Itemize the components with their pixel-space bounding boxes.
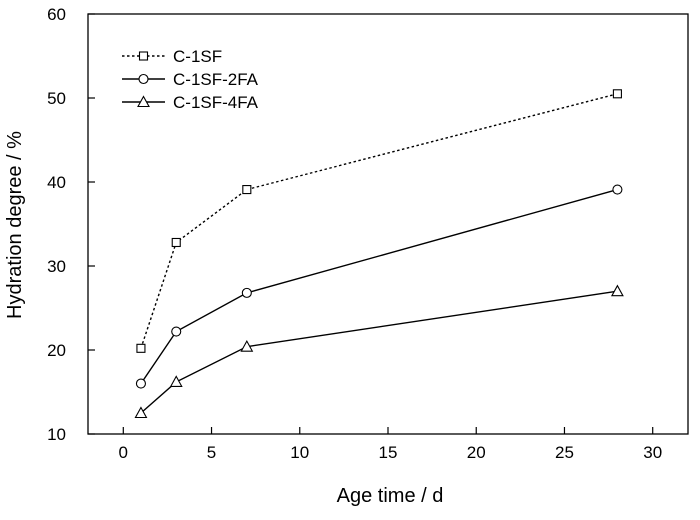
data-point-c-1sf bbox=[136, 343, 146, 353]
data-point-c-1sf-2fa bbox=[241, 287, 252, 298]
legend-marker bbox=[137, 95, 150, 108]
legend-item-c-1sf-4fa: C-1SF-4FA bbox=[122, 93, 259, 112]
data-point-c-1sf-2fa bbox=[171, 326, 182, 337]
series-line-c-1sf-4fa bbox=[140, 290, 618, 414]
data-point-c-1sf bbox=[171, 237, 181, 248]
y-tick-label: 50 bbox=[47, 89, 66, 108]
data-point-c-1sf-2fa bbox=[135, 378, 146, 389]
series-c-1sf-4fa bbox=[134, 284, 624, 419]
data-point-c-1sf-4fa bbox=[134, 406, 148, 419]
legend-label: C-1SF-4FA bbox=[173, 93, 259, 112]
x-tick-label: 5 bbox=[207, 443, 216, 462]
x-tick-label: 30 bbox=[643, 443, 662, 462]
y-tick-label: 30 bbox=[47, 257, 66, 276]
data-point-c-1sf-4fa bbox=[610, 284, 624, 297]
legend-label: C-1SF bbox=[173, 47, 222, 66]
data-point-c-1sf-2fa bbox=[612, 184, 623, 195]
series-c-1sf-2fa bbox=[135, 184, 623, 389]
x-tick-label: 20 bbox=[467, 443, 486, 462]
x-axis: 0 5 10 15 20 25 30 bbox=[119, 427, 662, 462]
y-tick-label: 10 bbox=[47, 425, 66, 444]
legend-item-c-1sf-2fa: C-1SF-2FA bbox=[122, 70, 259, 89]
legend-label: C-1SF-2FA bbox=[173, 70, 259, 89]
legend: C-1SF C-1SF-2FA C-1SF-4FA bbox=[122, 47, 259, 112]
legend-marker bbox=[138, 73, 149, 85]
x-tick-label: 15 bbox=[379, 443, 398, 462]
x-axis-label: Age time / d bbox=[337, 485, 444, 507]
legend-marker bbox=[138, 51, 149, 61]
y-axis: 10 20 30 40 50 60 bbox=[47, 5, 95, 444]
x-tick-label: 25 bbox=[555, 443, 574, 462]
x-tick-label: 0 bbox=[119, 443, 128, 462]
y-axis-label: Hydration degree / % bbox=[4, 131, 26, 319]
series-line-c-1sf-2fa bbox=[140, 188, 618, 384]
y-tick-label: 40 bbox=[47, 173, 66, 192]
legend-item-c-1sf: C-1SF bbox=[122, 47, 222, 66]
data-point-c-1sf-4fa bbox=[169, 375, 183, 387]
data-point-c-1sf bbox=[612, 89, 622, 99]
series-c-1sf bbox=[136, 89, 622, 353]
series-line-c-1sf bbox=[140, 93, 618, 349]
x-tick-label: 10 bbox=[290, 443, 309, 462]
data-point-c-1sf-4fa bbox=[240, 339, 254, 352]
y-tick-label: 20 bbox=[47, 341, 66, 360]
y-tick-label: 60 bbox=[47, 5, 66, 24]
data-point-c-1sf bbox=[242, 185, 252, 195]
series-layer bbox=[134, 89, 624, 419]
